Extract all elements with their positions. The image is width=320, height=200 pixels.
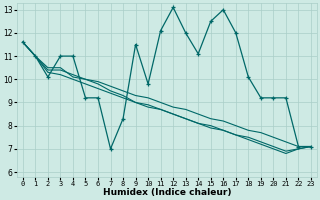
X-axis label: Humidex (Indice chaleur): Humidex (Indice chaleur) (103, 188, 231, 197)
